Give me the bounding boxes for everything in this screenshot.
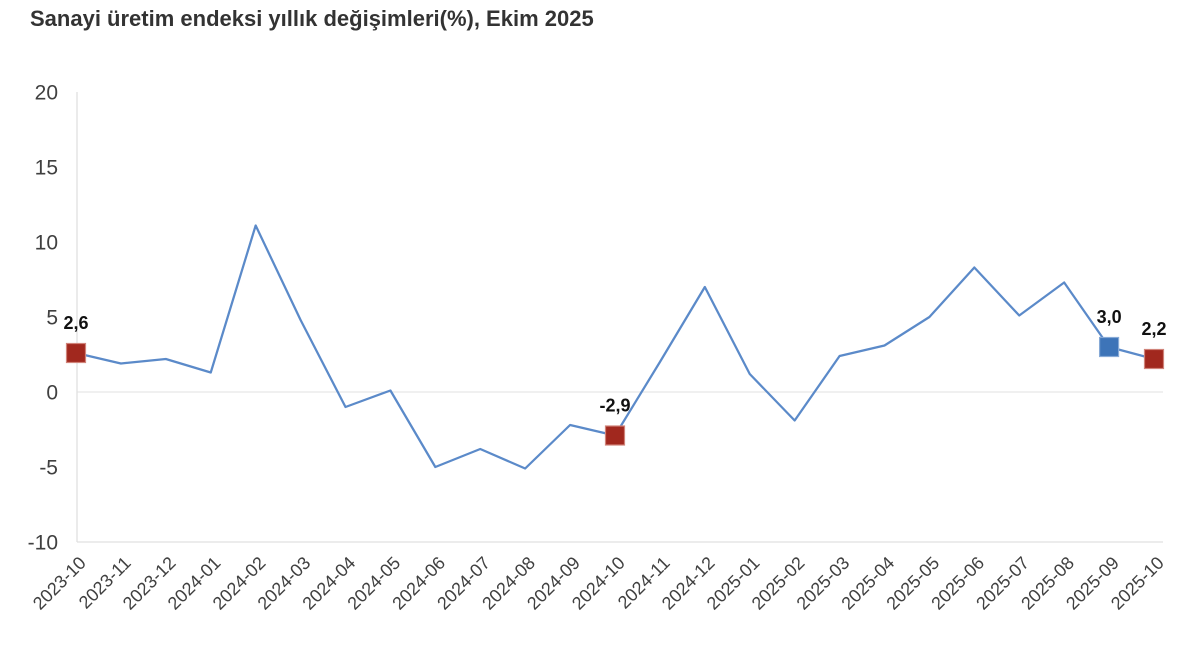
data-point-label-2025-10: 2,2 (1141, 319, 1166, 339)
y-axis-tick-label: 10 (35, 231, 58, 254)
y-axis-tick-label: 5 (46, 306, 58, 329)
data-point-label-2025-09: 3,0 (1097, 307, 1122, 327)
data-point-label-2024-10: -2,9 (599, 396, 630, 416)
y-axis-tick-label: 15 (35, 156, 58, 179)
data-marker-2025-09 (1098, 336, 1120, 358)
data-point-label-2023-10: 2,6 (63, 313, 88, 333)
y-axis-tick-label: 0 (46, 381, 58, 404)
y-axis-tick-label: -10 (28, 531, 58, 554)
y-axis-tick-label: -5 (39, 456, 58, 479)
y-axis-tick-label: 20 (35, 81, 58, 104)
data-marker-2023-10 (65, 342, 87, 364)
chart-title: Sanayi üretim endeksi yıllık değişimleri… (30, 6, 594, 31)
data-marker-2024-10 (604, 425, 626, 446)
data-marker-2025-10 (1143, 348, 1165, 370)
